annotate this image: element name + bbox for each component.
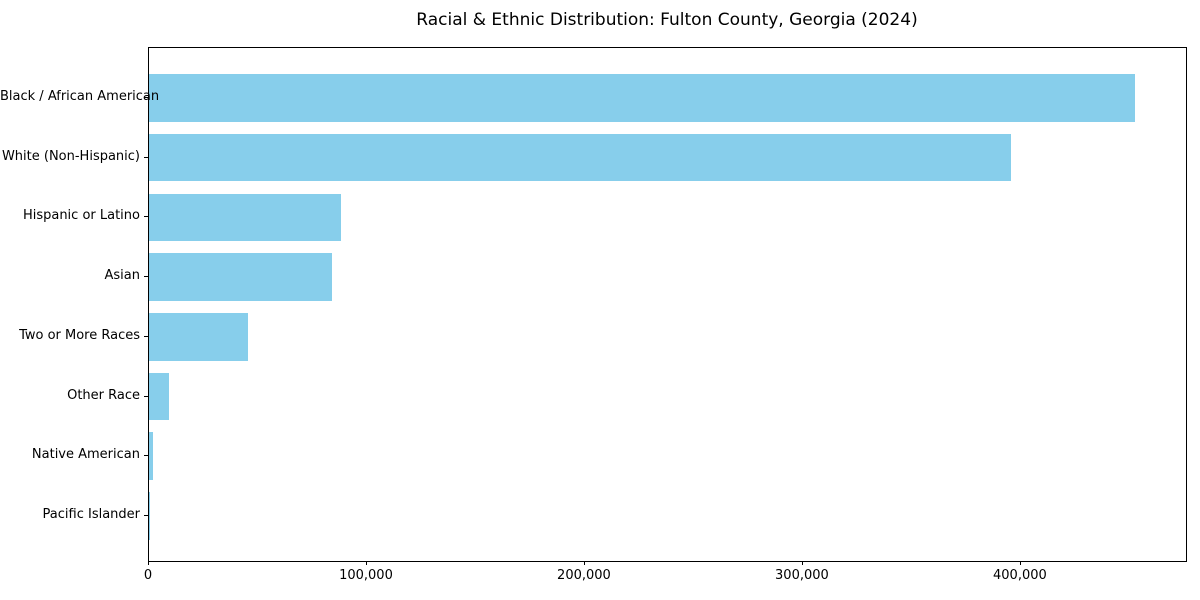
chart-title: Racial & Ethnic Distribution: Fulton Cou… [416,10,918,30]
y-tick-label-other-race: Other Race [67,387,140,403]
y-tick-mark [144,514,148,516]
bar-black-african-american [149,74,1136,122]
y-tick-mark [144,156,148,158]
y-tick-mark [144,455,148,457]
y-tick-label-native-american: Native American [31,447,140,463]
x-tick-label-100-000: 100,000 [339,568,393,583]
x-tick-mark [148,561,149,565]
bar-other-race [149,372,170,421]
y-tick-label-hispanic-or-latino: Hispanic or Latino [22,208,140,224]
y-tick-mark [144,276,148,278]
x-tick-mark [365,561,367,565]
x-tick-label-400-000: 400,000 [993,568,1047,583]
bar-white-non-hispanic [149,133,1012,182]
x-tick-mark [1019,561,1021,565]
y-tick-mark [144,395,148,397]
bar-hispanic-or-latino [149,193,341,242]
y-tick-label-black-african-american: Black / African American [0,89,160,104]
x-tick-mark [801,561,803,565]
y-tick-label-two-or-more-races: Two or More Races [19,327,140,343]
y-tick-label-asian: Asian [104,268,140,284]
y-tick-mark [144,335,148,337]
x-tick-mark [583,561,585,565]
plot-area [148,47,1187,562]
bar-native-american [149,432,154,480]
x-tick-label-300-000: 300,000 [775,568,829,583]
y-tick-label-pacific-islander: Pacific Islander [42,506,140,522]
bar-asian [149,253,332,301]
y-tick-mark [144,97,148,98]
x-tick-label-200-000: 200,000 [557,568,611,583]
y-tick-label-white-non-hispanic: White (Non-Hispanic) [1,148,140,164]
bar-pacific-islander [149,492,150,540]
bar-two-or-more-races [149,313,249,361]
y-tick-mark [144,216,148,218]
x-tick-label-0: 0 [143,568,153,583]
